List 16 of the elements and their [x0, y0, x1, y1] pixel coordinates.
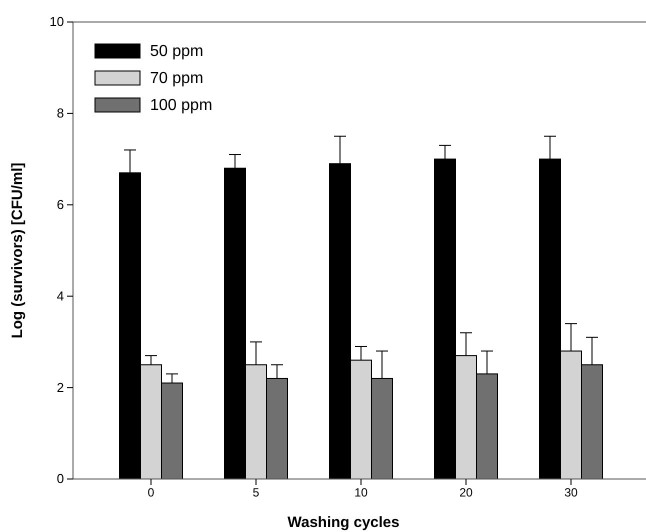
y-axis-title: Log (survivors) [CFU/ml] [9, 162, 26, 338]
x-tick-label: 20 [459, 486, 473, 500]
y-tick-label: 10 [50, 14, 64, 30]
y-tick-label: 2 [56, 380, 64, 395]
y-tick-label: 4 [56, 288, 64, 304]
y-tick-label: 8 [56, 106, 64, 121]
x-axis-title: Washing cycles [288, 514, 400, 531]
x-tick-label: 30 [564, 486, 578, 500]
x-tick-label: 0 [148, 486, 155, 500]
x-tick-label: 10 [354, 486, 368, 500]
y-tick-label: 6 [56, 196, 64, 212]
y-tick-label: 0 [56, 471, 64, 486]
legend-label: 50 ppm [150, 43, 204, 60]
legend-label: 70 ppm [150, 70, 204, 87]
x-tick-label: 5 [252, 486, 260, 500]
legend-label: 100 ppm [150, 97, 212, 114]
